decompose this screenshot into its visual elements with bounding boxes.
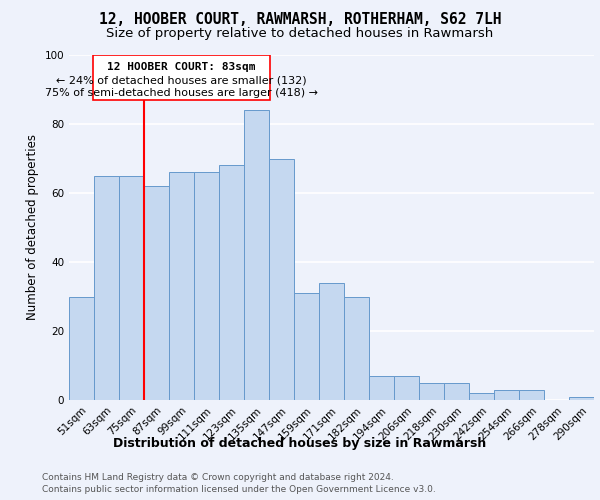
Bar [344, 296, 368, 400]
Text: Contains public sector information licensed under the Open Government Licence v3: Contains public sector information licen… [42, 485, 436, 494]
Bar [295, 293, 319, 400]
Text: Distribution of detached houses by size in Rawmarsh: Distribution of detached houses by size … [113, 438, 487, 450]
Bar [220, 166, 244, 400]
Text: Size of property relative to detached houses in Rawmarsh: Size of property relative to detached ho… [106, 28, 494, 40]
Bar [319, 282, 344, 400]
Bar [394, 376, 419, 400]
Bar [370, 376, 394, 400]
Bar [145, 186, 169, 400]
Bar [469, 393, 494, 400]
Bar [494, 390, 518, 400]
Bar [119, 176, 143, 400]
Bar [569, 396, 593, 400]
Bar [169, 172, 194, 400]
Bar [194, 172, 218, 400]
Bar [244, 110, 269, 400]
Text: 75% of semi-detached houses are larger (418) →: 75% of semi-detached houses are larger (… [45, 88, 318, 98]
Text: ← 24% of detached houses are smaller (132): ← 24% of detached houses are smaller (13… [56, 75, 307, 85]
Bar [70, 296, 94, 400]
Text: 12, HOOBER COURT, RAWMARSH, ROTHERHAM, S62 7LH: 12, HOOBER COURT, RAWMARSH, ROTHERHAM, S… [99, 12, 501, 28]
Text: 12 HOOBER COURT: 83sqm: 12 HOOBER COURT: 83sqm [107, 62, 256, 72]
Text: Contains HM Land Registry data © Crown copyright and database right 2024.: Contains HM Land Registry data © Crown c… [42, 472, 394, 482]
Bar [419, 383, 443, 400]
Bar [520, 390, 544, 400]
Bar [94, 176, 119, 400]
Bar [93, 55, 270, 100]
Bar [269, 158, 293, 400]
Y-axis label: Number of detached properties: Number of detached properties [26, 134, 39, 320]
Bar [445, 383, 469, 400]
